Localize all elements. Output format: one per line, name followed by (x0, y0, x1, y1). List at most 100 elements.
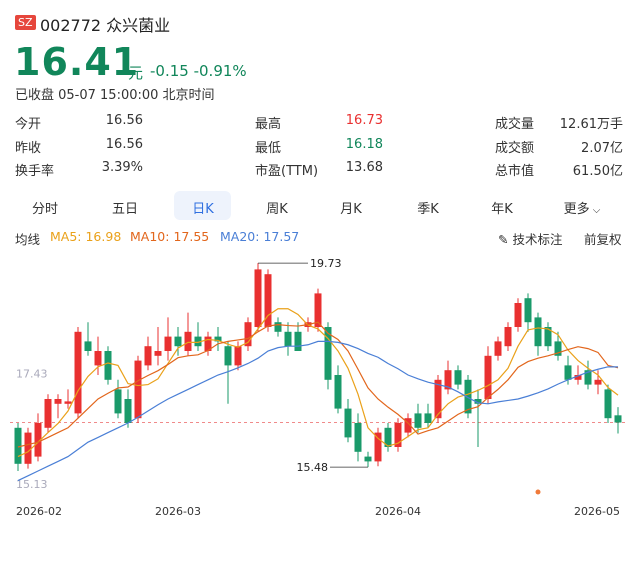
stat-label: 最高 (255, 117, 282, 132)
x-tick-label: 2026-03 (155, 505, 201, 518)
x-tick-label: 2026-02 (16, 505, 62, 518)
candle-body (604, 389, 612, 419)
ma-name: MA5 (50, 229, 85, 244)
candle-body (554, 341, 562, 356)
candle-body (374, 432, 382, 462)
ma-name: MA10 (130, 229, 173, 244)
tab[interactable]: 月K (340, 202, 362, 217)
event-dot (535, 489, 541, 495)
candle-body (254, 269, 262, 327)
code: 002772 (40, 16, 102, 35)
candle-body (54, 399, 62, 404)
candle-body (284, 331, 292, 347)
candle-body (224, 346, 232, 366)
candle-body (434, 379, 442, 419)
candle-body (294, 331, 302, 351)
candle-body (524, 298, 532, 323)
stat-label: 换手率 (15, 164, 55, 179)
tab[interactable]: 季K (417, 202, 439, 217)
tool[interactable]: 前复权 (584, 232, 622, 247)
candle-body (274, 322, 282, 332)
candle-body (494, 341, 502, 356)
candle-body (244, 322, 252, 347)
stat-value: 3.39% (101, 160, 143, 175)
ma-item: MA1017.55 (130, 229, 209, 244)
candle-body (534, 317, 542, 347)
candle-body (444, 370, 452, 390)
stock-name: 众兴菌业 (106, 16, 171, 35)
tab[interactable]: 五日 (111, 202, 139, 217)
unit: 元 (128, 64, 144, 82)
candle-body (94, 351, 102, 366)
candle-body (64, 401, 72, 404)
candle-body (144, 346, 152, 366)
candle-body (174, 336, 182, 347)
candle-body (584, 370, 592, 385)
candle-body (74, 331, 82, 414)
candle-body (484, 355, 492, 399)
ma-value: 17.57 (263, 229, 300, 244)
candle-body (314, 293, 322, 327)
annotation-label: 15.48 (297, 461, 329, 474)
candle-body (614, 415, 622, 423)
candle-body (364, 456, 372, 462)
tab[interactable]: 日K (192, 202, 214, 217)
candle-body (104, 351, 112, 380)
candle-body (164, 336, 172, 351)
y-tick-label: 15.13 (16, 478, 48, 491)
candle-body (194, 336, 202, 347)
candle-body (414, 413, 422, 428)
ma-name: MA20 (220, 229, 263, 244)
stat-label: 最低 (255, 141, 282, 156)
stat-value: 16.56 (105, 137, 143, 152)
x-tick-label: 2026-05 (574, 505, 620, 518)
tab[interactable]: 分时 (31, 202, 59, 217)
candle-body (184, 331, 192, 351)
x-tick-label: 2026-04 (375, 505, 421, 518)
candle-body (594, 379, 602, 385)
stat-label: 成交额 (495, 141, 535, 156)
tool[interactable]: ✎ 技术标注 (498, 232, 563, 247)
candle-body (44, 399, 52, 428)
stat-label: 昨收 (15, 141, 42, 156)
candle-body (334, 375, 342, 409)
candle-body (344, 408, 352, 438)
ma-value: 16.98 (85, 229, 122, 244)
stat-label: 成交量 (495, 117, 535, 132)
candle-body (204, 336, 212, 351)
candle-body (474, 399, 482, 404)
stat-label: 今开 (15, 117, 42, 132)
stock-title: 002772 众兴菌业 (40, 12, 170, 36)
y-tick-label: 17.43 (16, 368, 48, 381)
stat-value: 2.07亿 (581, 141, 623, 156)
candle-body (504, 327, 512, 347)
tab[interactable]: 周K (266, 202, 288, 217)
candle-body (34, 423, 42, 457)
candle-body (394, 423, 402, 447)
candle-body (564, 365, 572, 380)
stat-label: 总市值 (495, 164, 535, 179)
candle-body (324, 327, 332, 380)
tool-text: 技术标注 (512, 232, 563, 247)
change: -0.15 -0.91% (150, 62, 247, 80)
ma-item: MA2017.57 (220, 229, 299, 244)
candle-body (214, 336, 222, 342)
candle-body (84, 341, 92, 351)
candle-body (454, 370, 462, 385)
candle-body (404, 418, 412, 433)
stat-value: 16.73 (345, 113, 383, 128)
price: 16.41 (14, 40, 140, 84)
stat-value: 12.61万手 (559, 117, 623, 132)
tab[interactable]: 年K (491, 202, 513, 217)
ma-label: 均线 (15, 232, 41, 247)
tab[interactable]: 更多 ⌵ (563, 202, 601, 217)
candle-body (134, 360, 142, 419)
candle-body (124, 399, 132, 423)
ma-line (17, 340, 618, 482)
candle-body (574, 375, 582, 380)
stat-value: 13.68 (345, 160, 383, 175)
ma-value: 17.55 (173, 229, 210, 244)
change-abs: -0.15 (150, 62, 189, 80)
